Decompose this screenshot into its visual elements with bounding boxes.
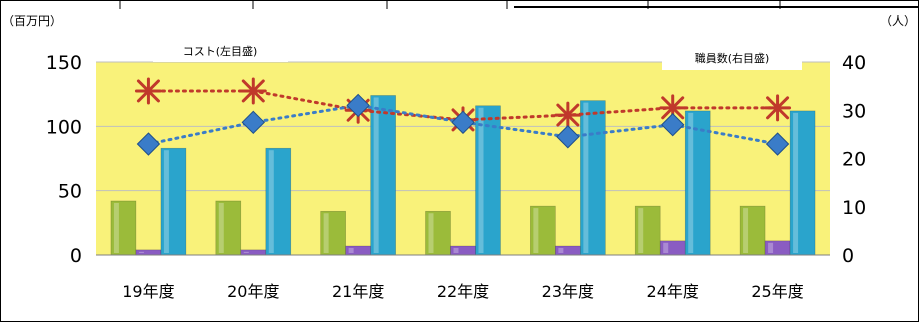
- diamond-marker: [241, 110, 265, 135]
- bar-highlight: [478, 107, 484, 253]
- bar: [425, 210, 451, 256]
- bar: [580, 100, 606, 256]
- right-axis-ticks: 0 10 20 30 40: [842, 52, 866, 267]
- diamond-marker: [451, 110, 475, 135]
- bar: [320, 210, 346, 256]
- bar-highlight: [743, 208, 749, 253]
- lines-group: [134, 77, 792, 156]
- diamond-marker: [765, 132, 790, 156]
- bar: [215, 200, 242, 256]
- star-marker: [764, 94, 792, 122]
- category-label: 24年度: [647, 282, 699, 301]
- star-marker: [554, 101, 582, 129]
- bar-highlight: [558, 247, 564, 253]
- legend-cost-label: コスト(左目盛): [183, 44, 258, 58]
- right-axis-tick-label: 40: [842, 52, 866, 74]
- category-label: 19年度: [122, 282, 174, 301]
- bar: [265, 147, 292, 256]
- left-axis-tick-label: 150: [46, 52, 82, 74]
- legend-cost-box: コスト(左目盛): [153, 40, 288, 62]
- legend-staff-box: 職員数(右目盛): [662, 46, 802, 70]
- bar-highlight: [218, 202, 224, 253]
- left-axis-tick-label: 100: [46, 116, 82, 138]
- bar: [475, 105, 501, 256]
- right-axis-unit-label: （人）: [880, 14, 916, 28]
- left-axis-tick-label: 0: [70, 245, 82, 267]
- bar-highlight: [113, 202, 119, 253]
- diamond-marker: [136, 132, 161, 156]
- right-axis-tick-label: 10: [842, 197, 866, 219]
- bar: [370, 95, 396, 256]
- bar-highlight: [638, 208, 644, 253]
- left-axis-tick-label: 50: [58, 181, 82, 203]
- bar-highlight: [663, 242, 669, 253]
- legend-staff-label: 職員数(右目盛): [695, 51, 770, 65]
- top-strip-lines: [119, 0, 918, 9]
- category-label: 21年度: [332, 282, 384, 301]
- diamond-marker: [661, 113, 685, 137]
- category-label: 25年度: [751, 282, 803, 301]
- bar: [789, 110, 816, 256]
- bar-highlight: [243, 251, 249, 253]
- bar: [684, 110, 711, 256]
- bar-highlight: [138, 251, 144, 253]
- right-axis-tick-label: 0: [842, 245, 854, 267]
- diamond-marker: [346, 93, 370, 118]
- bar: [739, 205, 766, 256]
- bar-highlight: [533, 208, 539, 253]
- bar-highlight: [793, 112, 799, 253]
- bar-highlight: [768, 242, 774, 253]
- category-label: 23年度: [542, 282, 594, 301]
- category-label: 22年度: [437, 282, 489, 301]
- bar-highlight: [373, 97, 379, 253]
- category-labels: 19年度 20年度 21年度 22年度 23年度 24年度 25年度: [122, 282, 804, 301]
- diamond-marker: [556, 125, 580, 149]
- bar-highlight: [688, 112, 694, 253]
- category-label: 20年度: [227, 282, 279, 301]
- bar: [634, 205, 661, 256]
- bar-highlight: [268, 150, 274, 253]
- bar-highlight: [583, 102, 589, 253]
- bars-group: [110, 95, 816, 256]
- right-axis-tick-label: 30: [842, 100, 866, 122]
- bar-highlight: [428, 213, 434, 253]
- bar-highlight: [348, 247, 354, 253]
- bar-highlight: [163, 150, 169, 253]
- left-axis-ticks: 0 50 100 150: [46, 52, 82, 267]
- star-marker: [239, 77, 267, 105]
- bar-highlight: [323, 213, 329, 253]
- right-axis-tick-label: 20: [842, 149, 866, 171]
- star-marker: [134, 77, 162, 105]
- bar-highlight: [453, 247, 459, 253]
- bar: [160, 147, 187, 256]
- left-axis-unit-label: （百万円）: [2, 14, 62, 28]
